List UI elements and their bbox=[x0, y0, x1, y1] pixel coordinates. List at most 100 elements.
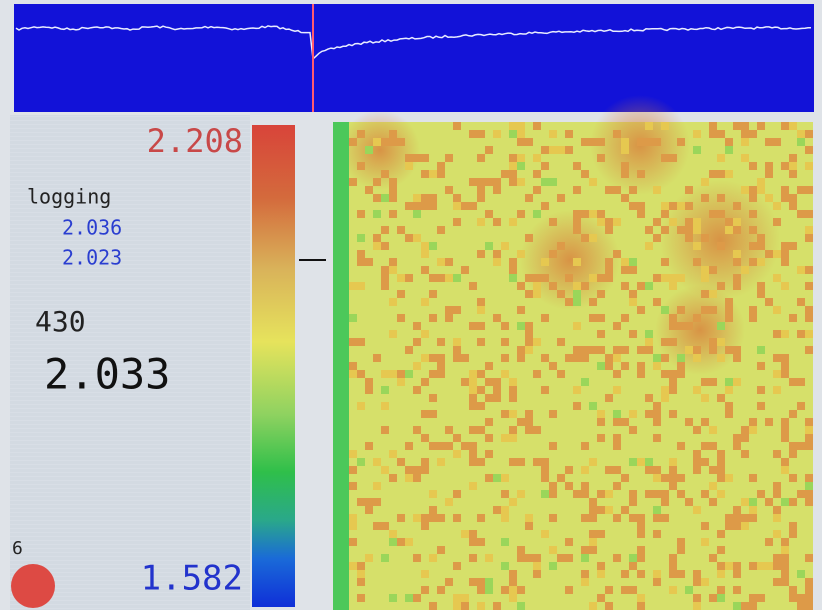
heat-cell bbox=[525, 338, 533, 346]
color-bar bbox=[252, 125, 295, 607]
heat-cell bbox=[453, 434, 461, 442]
heat-cell bbox=[709, 306, 717, 314]
heat-cell bbox=[645, 242, 653, 250]
heat-cell bbox=[669, 586, 677, 594]
heat-cell bbox=[781, 122, 789, 130]
heat-cell bbox=[453, 602, 461, 610]
heat-cell bbox=[573, 322, 581, 330]
heat-cell bbox=[485, 474, 493, 482]
heat-cell bbox=[661, 226, 669, 234]
heat-cell bbox=[589, 138, 597, 146]
heat-cell bbox=[581, 466, 589, 474]
heat-cell bbox=[341, 362, 349, 370]
heat-cell bbox=[701, 178, 709, 186]
heat-cell bbox=[341, 466, 349, 474]
heat-cell bbox=[381, 402, 389, 410]
heat-cell bbox=[733, 514, 741, 522]
heat-cell bbox=[333, 402, 341, 410]
heat-cell bbox=[349, 282, 357, 290]
heat-cell bbox=[621, 474, 629, 482]
heat-cell bbox=[557, 370, 565, 378]
heat-cell bbox=[613, 410, 621, 418]
heat-cell bbox=[701, 234, 709, 242]
heat-cell bbox=[437, 354, 445, 362]
heat-cell bbox=[485, 450, 493, 458]
heat-cell bbox=[581, 346, 589, 354]
heat-cell bbox=[765, 162, 773, 170]
heat-cell bbox=[421, 266, 429, 274]
heat-cell bbox=[381, 466, 389, 474]
heat-cell bbox=[741, 434, 749, 442]
heat-cell bbox=[573, 162, 581, 170]
heat-cell bbox=[605, 506, 613, 514]
heat-cell bbox=[565, 466, 573, 474]
heat-cell bbox=[453, 306, 461, 314]
heat-cell bbox=[469, 402, 477, 410]
heat-cell bbox=[677, 226, 685, 234]
heat-cell bbox=[341, 378, 349, 386]
heat-cell bbox=[341, 290, 349, 298]
heat-cell bbox=[381, 266, 389, 274]
heat-cell bbox=[413, 338, 421, 346]
heat-cell bbox=[781, 354, 789, 362]
heat-cell bbox=[749, 474, 757, 482]
heat-cell bbox=[341, 162, 349, 170]
heat-cell bbox=[725, 226, 733, 234]
heat-cell bbox=[653, 530, 661, 538]
heat-cell bbox=[661, 490, 669, 498]
heat-cell bbox=[477, 130, 485, 138]
heat-cell bbox=[389, 266, 397, 274]
heat-cell bbox=[781, 426, 789, 434]
heat-cell bbox=[509, 578, 517, 586]
heat-cell bbox=[397, 314, 405, 322]
heat-cell bbox=[333, 178, 341, 186]
heat-cell bbox=[701, 578, 709, 586]
heat-cell bbox=[773, 138, 781, 146]
heat-cell bbox=[773, 250, 781, 258]
heat-cell bbox=[341, 266, 349, 274]
heat-cell bbox=[509, 394, 517, 402]
heat-cell bbox=[757, 258, 765, 266]
heat-cell bbox=[429, 290, 437, 298]
heat-cell bbox=[541, 178, 549, 186]
heat-cell bbox=[333, 386, 341, 394]
heat-cell bbox=[669, 378, 677, 386]
heat-cell bbox=[405, 234, 413, 242]
heat-cell bbox=[477, 538, 485, 546]
heat-cell bbox=[333, 434, 341, 442]
logged-value: 2.036 bbox=[62, 216, 122, 240]
heat-cell bbox=[749, 314, 757, 322]
heat-cell bbox=[757, 402, 765, 410]
heat-cell bbox=[773, 354, 781, 362]
heat-cell bbox=[429, 202, 437, 210]
heat-cell bbox=[621, 314, 629, 322]
heat-cell bbox=[357, 562, 365, 570]
heat-cell bbox=[517, 210, 525, 218]
heat-cell bbox=[741, 514, 749, 522]
heat-cell bbox=[797, 330, 805, 338]
heat-cell bbox=[597, 274, 605, 282]
heat-cell bbox=[581, 442, 589, 450]
heat-cell bbox=[421, 466, 429, 474]
heat-cell bbox=[349, 466, 357, 474]
heat-cell bbox=[757, 386, 765, 394]
heat-cell bbox=[693, 130, 701, 138]
heat-cell bbox=[629, 458, 637, 466]
heat-cell bbox=[341, 410, 349, 418]
heat-cell bbox=[341, 178, 349, 186]
heat-cell bbox=[525, 426, 533, 434]
heat-cell bbox=[677, 474, 685, 482]
heat-cell bbox=[421, 458, 429, 466]
heat-cell bbox=[333, 122, 341, 130]
heat-cell bbox=[741, 426, 749, 434]
heat-cell bbox=[781, 242, 789, 250]
heat-cell bbox=[381, 370, 389, 378]
heat-cell bbox=[485, 554, 493, 562]
heat-cell bbox=[333, 138, 341, 146]
heat-cell bbox=[445, 306, 453, 314]
heat-cell bbox=[669, 554, 677, 562]
heat-cell bbox=[333, 234, 341, 242]
heat-cell bbox=[493, 386, 501, 394]
heat-cell bbox=[717, 562, 725, 570]
heat-cell bbox=[341, 146, 349, 154]
